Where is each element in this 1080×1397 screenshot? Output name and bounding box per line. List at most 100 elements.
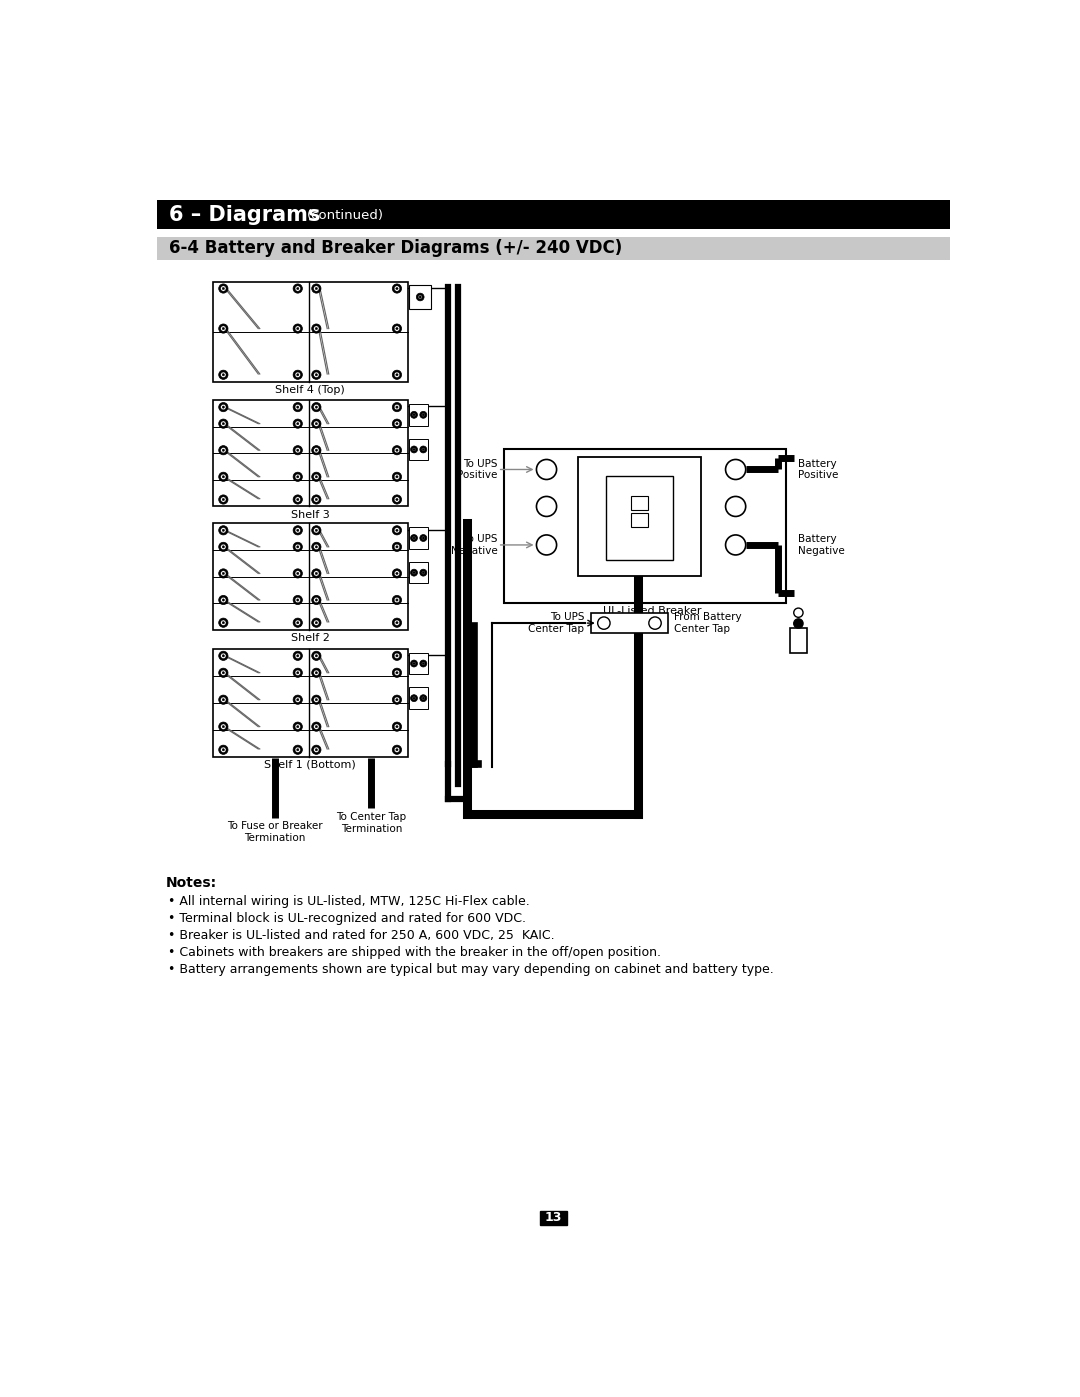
Bar (409, 562, 428, 584)
Circle shape (394, 571, 400, 576)
Circle shape (413, 662, 415, 665)
Circle shape (220, 724, 226, 729)
Text: • Cabinets with breakers are shipped with the breaker in the off/open position.: • Cabinets with breakers are shipped wit… (167, 946, 661, 960)
Circle shape (420, 535, 427, 542)
Circle shape (220, 528, 226, 534)
Circle shape (293, 617, 302, 627)
Circle shape (218, 651, 228, 661)
Circle shape (394, 598, 400, 602)
Text: Shelf 3: Shelf 3 (291, 510, 329, 520)
Circle shape (218, 542, 228, 552)
Circle shape (419, 296, 421, 298)
Circle shape (295, 286, 300, 291)
Circle shape (315, 327, 318, 330)
Circle shape (312, 745, 321, 754)
Circle shape (410, 535, 418, 542)
Circle shape (295, 420, 300, 426)
Circle shape (392, 651, 402, 661)
Circle shape (218, 495, 228, 504)
Circle shape (395, 288, 399, 289)
Bar (409, 404, 428, 426)
Circle shape (295, 372, 300, 377)
Circle shape (313, 528, 319, 534)
Circle shape (410, 446, 418, 453)
Circle shape (293, 542, 302, 552)
Circle shape (220, 372, 226, 377)
Circle shape (222, 749, 225, 752)
Circle shape (295, 671, 300, 676)
Circle shape (293, 495, 302, 504)
Circle shape (222, 599, 225, 601)
Circle shape (392, 284, 402, 293)
Circle shape (220, 497, 226, 502)
Circle shape (726, 460, 745, 479)
Circle shape (218, 324, 228, 334)
Circle shape (394, 654, 400, 658)
Circle shape (315, 573, 318, 574)
Circle shape (410, 569, 418, 576)
Text: To UPS
Positive: To UPS Positive (457, 458, 498, 481)
Circle shape (315, 475, 318, 478)
Circle shape (313, 420, 319, 426)
Circle shape (293, 472, 302, 482)
Bar (540, 1211, 567, 1225)
Text: Shelf 2: Shelf 2 (291, 633, 329, 643)
Circle shape (394, 724, 400, 729)
Circle shape (392, 542, 402, 552)
Circle shape (597, 617, 610, 629)
Circle shape (315, 725, 318, 728)
Circle shape (313, 747, 319, 753)
Circle shape (395, 529, 399, 531)
Circle shape (394, 474, 400, 479)
Circle shape (293, 722, 302, 731)
Circle shape (420, 659, 427, 666)
Circle shape (315, 622, 318, 624)
Circle shape (312, 402, 321, 412)
Circle shape (422, 536, 424, 539)
Circle shape (422, 697, 424, 700)
Circle shape (420, 446, 427, 453)
Circle shape (218, 595, 228, 605)
Bar (606, 475, 673, 560)
Circle shape (422, 662, 424, 665)
Circle shape (394, 747, 400, 753)
Circle shape (293, 324, 302, 334)
Text: Shelf 1 (Bottom): Shelf 1 (Bottom) (265, 760, 356, 770)
Circle shape (218, 402, 228, 412)
Circle shape (297, 448, 299, 451)
Circle shape (222, 698, 225, 701)
Circle shape (422, 414, 424, 416)
Circle shape (315, 529, 318, 531)
Bar (409, 285, 431, 309)
Circle shape (313, 571, 319, 576)
Circle shape (218, 722, 228, 731)
Circle shape (295, 404, 300, 409)
Circle shape (295, 697, 300, 703)
Circle shape (293, 668, 302, 678)
Circle shape (218, 696, 228, 704)
Circle shape (394, 528, 400, 534)
Circle shape (218, 419, 228, 429)
Circle shape (222, 373, 225, 376)
Circle shape (313, 545, 319, 549)
Circle shape (295, 654, 300, 658)
Circle shape (395, 546, 399, 548)
Circle shape (422, 536, 424, 539)
Circle shape (293, 446, 302, 455)
Circle shape (315, 749, 318, 752)
Circle shape (295, 724, 300, 729)
Circle shape (395, 655, 399, 657)
Circle shape (313, 654, 319, 658)
Circle shape (413, 697, 415, 700)
Circle shape (394, 326, 400, 331)
Circle shape (794, 619, 804, 629)
Circle shape (293, 284, 302, 293)
Circle shape (222, 475, 225, 478)
Circle shape (413, 571, 416, 574)
Circle shape (392, 370, 402, 380)
Bar (213, 524, 408, 630)
Circle shape (220, 286, 226, 291)
Circle shape (297, 546, 299, 548)
Circle shape (395, 698, 399, 701)
Circle shape (297, 622, 299, 624)
